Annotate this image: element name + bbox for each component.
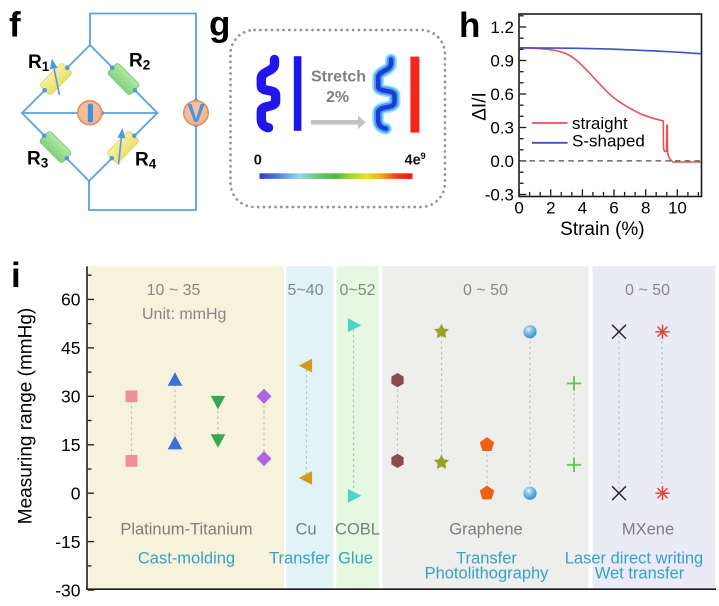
svg-text:6: 6 xyxy=(609,199,618,218)
svg-text:0: 0 xyxy=(71,483,81,503)
svg-text:0.6: 0.6 xyxy=(490,85,514,104)
svg-text:Measuring range (mmHg): Measuring range (mmHg) xyxy=(16,308,37,524)
svg-text:-15: -15 xyxy=(55,532,80,552)
svg-text:V: V xyxy=(187,98,205,128)
svg-text:Transfer: Transfer xyxy=(456,550,517,568)
svg-text:15: 15 xyxy=(61,435,80,455)
svg-text:0.9: 0.9 xyxy=(490,52,514,71)
svg-text:-30: -30 xyxy=(55,580,81,600)
svg-text:4: 4 xyxy=(578,199,587,218)
svg-text:Laser direct writing: Laser direct writing xyxy=(565,550,703,568)
svg-text:0: 0 xyxy=(254,153,262,169)
svg-text:2%: 2% xyxy=(326,89,349,106)
svg-text:Stretch: Stretch xyxy=(311,69,366,86)
svg-text:-0.3: -0.3 xyxy=(485,186,514,205)
svg-text:0~52: 0~52 xyxy=(339,282,375,299)
svg-text:0.0: 0.0 xyxy=(490,152,514,171)
svg-text:i: i xyxy=(11,256,21,295)
svg-text:g: g xyxy=(209,5,230,44)
svg-text:COBL: COBL xyxy=(335,521,380,539)
svg-text:MXene: MXene xyxy=(622,521,674,539)
svg-text:R3: R3 xyxy=(27,149,49,171)
svg-text:Glue: Glue xyxy=(338,550,373,568)
svg-text:R4: R4 xyxy=(135,150,157,172)
svg-text:Unit: mmHg: Unit: mmHg xyxy=(142,306,226,323)
svg-text:R1: R1 xyxy=(28,52,50,74)
svg-text:straight: straight xyxy=(572,114,628,133)
svg-text:Graphene: Graphene xyxy=(449,521,522,539)
svg-text:0: 0 xyxy=(514,199,523,218)
svg-text:0 ~ 50: 0 ~ 50 xyxy=(625,282,670,299)
svg-text:Photolithography: Photolithography xyxy=(425,565,550,583)
svg-text:f: f xyxy=(9,6,21,45)
svg-text:8: 8 xyxy=(641,199,650,218)
svg-text:Platinum-Titanium: Platinum-Titanium xyxy=(120,521,252,539)
svg-text:ΔI/I: ΔI/I xyxy=(470,92,491,121)
svg-text:0.3: 0.3 xyxy=(490,119,514,138)
svg-text:h: h xyxy=(459,6,480,45)
svg-text:5~40: 5~40 xyxy=(287,282,323,299)
svg-text:Cu: Cu xyxy=(295,521,316,539)
svg-text:0 ~ 50: 0 ~ 50 xyxy=(463,282,508,299)
svg-text:10 ~ 35: 10 ~ 35 xyxy=(147,282,201,299)
svg-text:10: 10 xyxy=(668,199,687,218)
svg-text:2: 2 xyxy=(546,199,555,218)
svg-text:4e9: 4e9 xyxy=(405,151,426,169)
svg-text:45: 45 xyxy=(61,338,80,358)
svg-text:Wet transfer: Wet transfer xyxy=(595,565,685,583)
svg-text:Transfer: Transfer xyxy=(269,550,330,568)
svg-text:30: 30 xyxy=(61,387,81,407)
svg-text:Cast-molding: Cast-molding xyxy=(138,550,235,568)
svg-text:S-shaped: S-shaped xyxy=(572,132,645,151)
svg-text:60: 60 xyxy=(61,290,81,310)
svg-text:1.2: 1.2 xyxy=(490,18,514,37)
svg-text:R2: R2 xyxy=(129,51,150,73)
svg-text:Strain (%): Strain (%) xyxy=(560,219,644,240)
